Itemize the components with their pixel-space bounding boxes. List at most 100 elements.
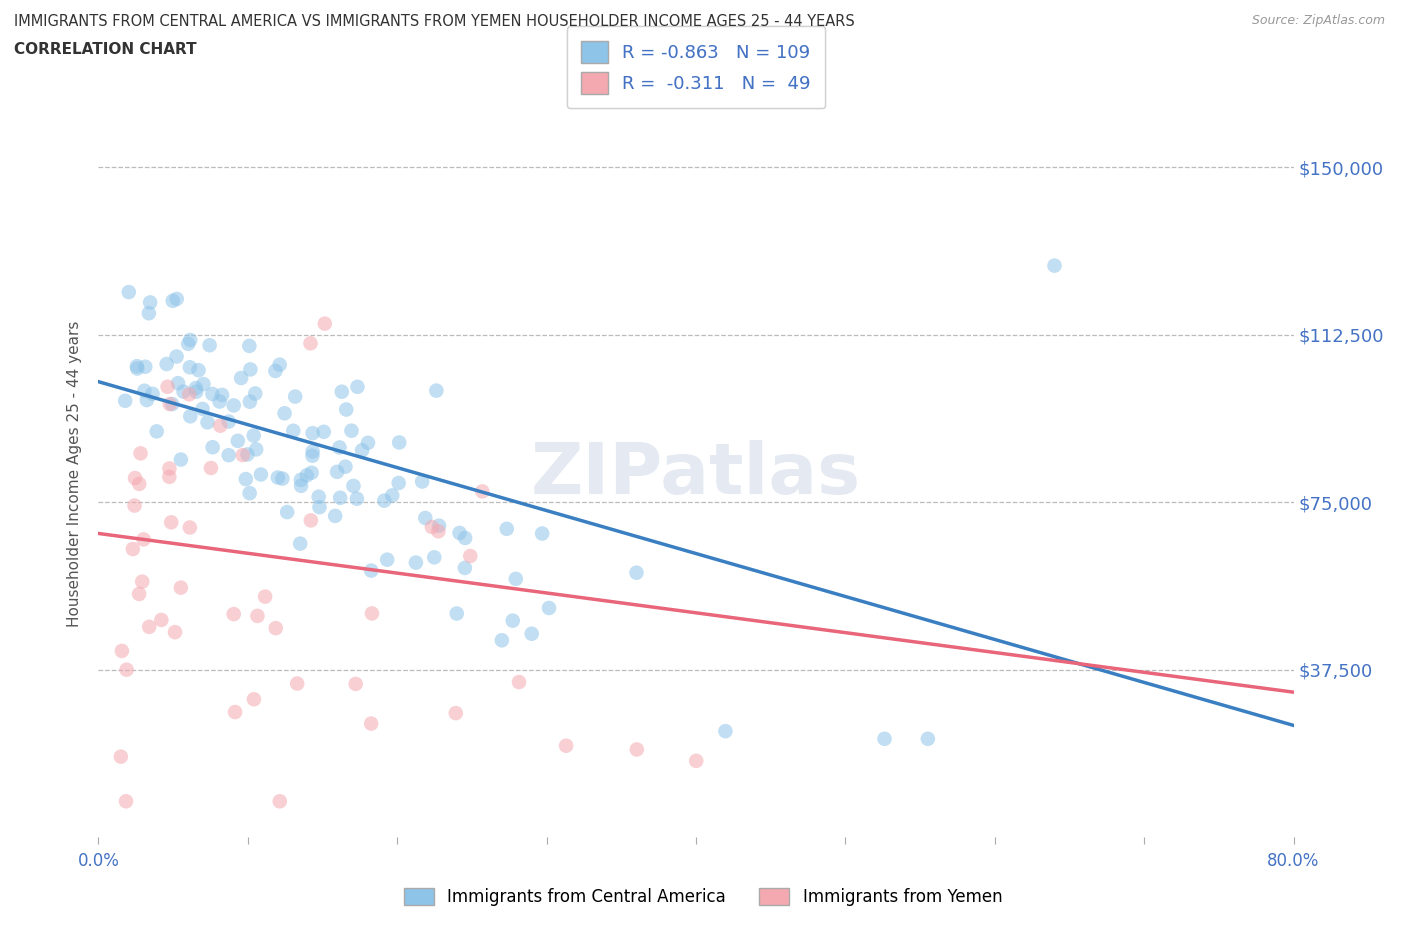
- Point: [271, 472, 294, 486]
- Point: [128, 476, 150, 491]
- Point: [326, 464, 349, 479]
- Point: [269, 794, 291, 809]
- Point: [361, 606, 384, 621]
- Point: [128, 587, 150, 602]
- Point: [555, 738, 578, 753]
- Point: [531, 526, 554, 541]
- Point: [427, 518, 450, 533]
- Point: [160, 396, 183, 411]
- Point: [491, 632, 513, 647]
- Point: [125, 359, 148, 374]
- Text: Source: ZipAtlas.com: Source: ZipAtlas.com: [1251, 14, 1385, 27]
- Point: [264, 620, 287, 635]
- Point: [267, 470, 290, 485]
- Point: [411, 474, 433, 489]
- Point: [222, 606, 245, 621]
- Point: [714, 724, 737, 738]
- Point: [127, 361, 149, 376]
- Point: [131, 574, 153, 589]
- Point: [179, 360, 201, 375]
- Point: [388, 475, 411, 490]
- Point: [264, 364, 287, 379]
- Point: [170, 452, 193, 467]
- Legend: R = -0.863   N = 109, R =  -0.311   N =  49: R = -0.863 N = 109, R = -0.311 N = 49: [567, 26, 825, 108]
- Point: [423, 550, 446, 565]
- Point: [239, 362, 262, 377]
- Point: [328, 440, 350, 455]
- Point: [198, 338, 221, 352]
- Point: [201, 387, 224, 402]
- Point: [458, 549, 481, 564]
- Point: [238, 339, 260, 353]
- Point: [299, 336, 322, 351]
- Point: [413, 511, 436, 525]
- Point: [250, 467, 273, 482]
- Point: [218, 414, 240, 429]
- Point: [218, 447, 240, 462]
- Point: [276, 505, 298, 520]
- Point: [299, 513, 322, 528]
- Point: [179, 333, 201, 348]
- Point: [537, 601, 560, 616]
- Point: [124, 471, 146, 485]
- Point: [449, 525, 471, 540]
- Point: [114, 393, 136, 408]
- Point: [454, 561, 477, 576]
- Point: [111, 644, 134, 658]
- Y-axis label: Householder Income Ages 25 - 44 years: Householder Income Ages 25 - 44 years: [67, 321, 83, 628]
- Point: [124, 498, 146, 513]
- Point: [157, 470, 180, 485]
- Point: [405, 555, 427, 570]
- Point: [134, 383, 156, 398]
- Point: [245, 386, 267, 401]
- Point: [357, 435, 380, 450]
- Point: [132, 532, 155, 547]
- Point: [344, 676, 367, 691]
- Point: [444, 706, 467, 721]
- Point: [184, 380, 207, 395]
- Point: [243, 692, 266, 707]
- Point: [208, 394, 231, 409]
- Point: [150, 613, 173, 628]
- Point: [242, 428, 264, 443]
- Point: [288, 537, 311, 551]
- Point: [145, 424, 167, 439]
- Point: [134, 359, 156, 374]
- Point: [425, 383, 447, 398]
- Point: [505, 571, 527, 586]
- Point: [284, 389, 307, 404]
- Point: [246, 608, 269, 623]
- Point: [330, 384, 353, 399]
- Point: [495, 522, 517, 537]
- Point: [179, 520, 201, 535]
- Text: IMMIGRANTS FROM CENTRAL AMERICA VS IMMIGRANTS FROM YEMEN HOUSEHOLDER INCOME AGES: IMMIGRANTS FROM CENTRAL AMERICA VS IMMIG…: [14, 14, 855, 29]
- Point: [239, 485, 262, 500]
- Point: [226, 433, 249, 448]
- Point: [200, 460, 222, 475]
- Point: [229, 370, 252, 385]
- Point: [170, 580, 193, 595]
- Point: [290, 472, 312, 487]
- Point: [346, 491, 368, 506]
- Point: [138, 306, 160, 321]
- Point: [254, 590, 277, 604]
- Point: [308, 489, 330, 504]
- Point: [301, 465, 323, 480]
- Point: [129, 445, 152, 460]
- Point: [388, 435, 411, 450]
- Point: [873, 731, 896, 746]
- Point: [446, 606, 468, 621]
- Point: [172, 384, 194, 399]
- Point: [340, 423, 363, 438]
- Point: [187, 363, 209, 378]
- Point: [329, 490, 352, 505]
- Point: [381, 488, 404, 503]
- Point: [211, 388, 233, 403]
- Point: [508, 674, 530, 689]
- Point: [323, 509, 346, 524]
- Point: [166, 349, 188, 364]
- Point: [314, 316, 336, 331]
- Point: [197, 415, 219, 430]
- Point: [162, 293, 184, 308]
- Point: [141, 386, 163, 401]
